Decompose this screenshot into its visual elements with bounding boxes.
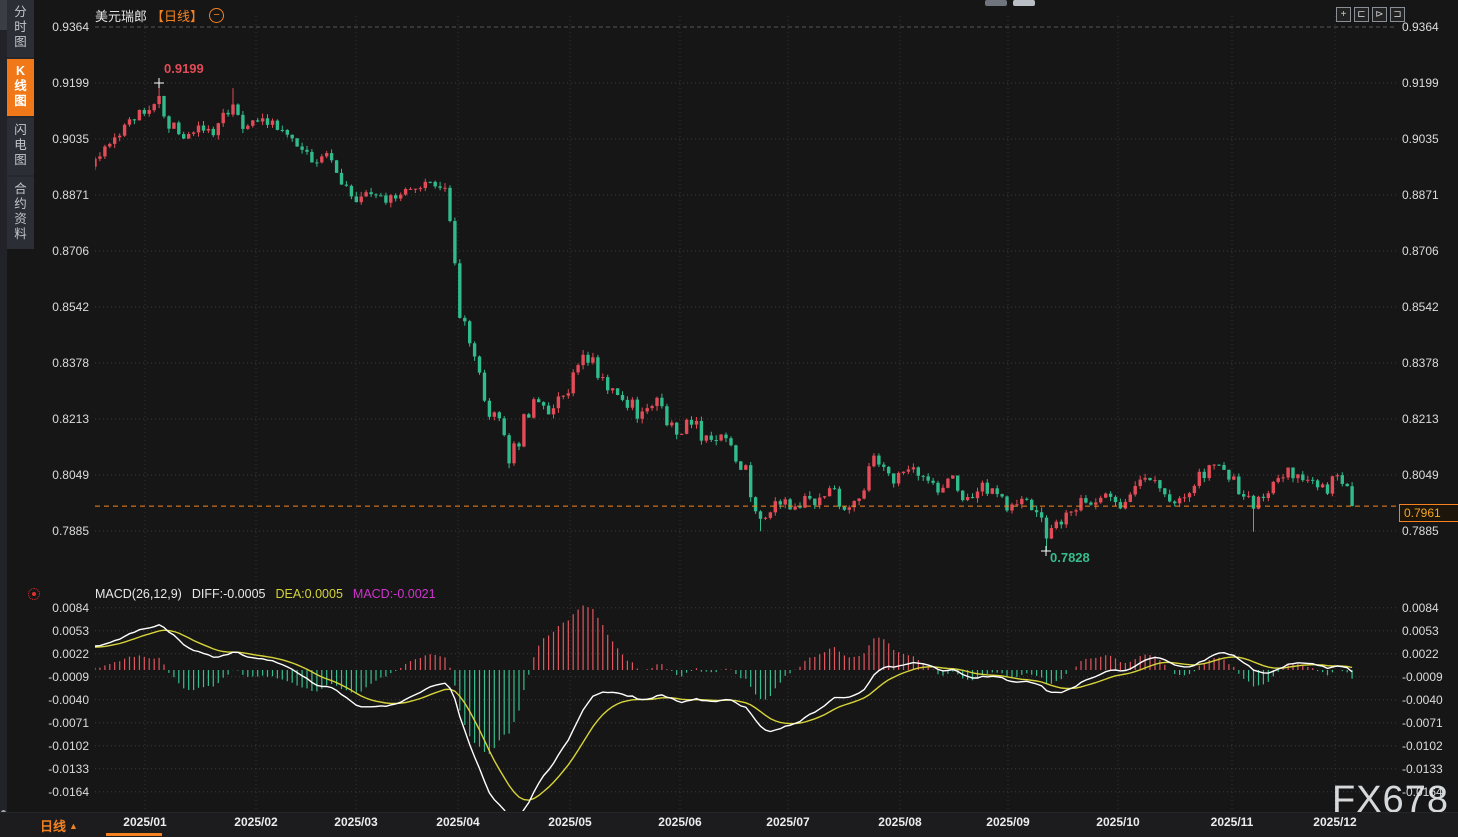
sidebar-item-lightning-chart[interactable]: 闪电图: [7, 118, 34, 175]
sidebar-item-time-chart[interactable]: 分时图: [7, 0, 34, 57]
month-label: 2025/09: [986, 815, 1030, 829]
axis-label: 0.0053: [1402, 623, 1439, 638]
month-label: 2025/08: [878, 815, 922, 829]
window-fragment: [1013, 0, 1035, 6]
axis-label: 0.8213: [52, 412, 89, 426]
axis-label: 0.0022: [1402, 646, 1439, 661]
macd-dea-value: DEA:0.0005: [275, 587, 343, 601]
macd-macd-value: MACD:-0.0021: [352, 587, 436, 601]
month-label: 2025/03: [334, 815, 378, 829]
axis-label: 0.9035: [1402, 132, 1439, 146]
axis-label: 0.8049: [1402, 468, 1439, 482]
axis-label: 0.8213: [1402, 412, 1439, 426]
chevron-up-icon: ▲: [69, 821, 78, 831]
axis-label: 0.7885: [1402, 524, 1439, 538]
axis-label: 0.0084: [52, 600, 89, 615]
axis-label: 0.8871: [52, 188, 89, 202]
axis-label: -0.0133: [48, 761, 89, 776]
month-label: 2025/06: [658, 815, 702, 829]
axis-label: 0.8378: [1402, 356, 1439, 370]
axis-label: -0.0040: [1402, 692, 1443, 707]
axis-label: -0.0133: [1402, 761, 1443, 776]
axis-label: 0.0022: [52, 646, 89, 661]
axis-label: 0.9364: [1402, 20, 1439, 34]
axis-label: 0.0053: [52, 623, 89, 638]
scale-left-icon[interactable]: ⊏: [1354, 7, 1369, 22]
month-label: 2025/05: [548, 815, 592, 829]
last-price-box: 0.7961: [1399, 504, 1458, 522]
axis-label: 0.0084: [1402, 600, 1439, 615]
axis-label: 0.8378: [52, 356, 89, 370]
axis-label: 0.9199: [52, 76, 89, 90]
axis-label: -0.0071: [1402, 715, 1443, 730]
axis-label: -0.0102: [1402, 738, 1443, 753]
left-rail: [0, 0, 7, 836]
month-label: 2025/02: [234, 815, 278, 829]
sidebar-item-contract-info[interactable]: 合约资料: [7, 177, 34, 249]
axis-label: -0.0040: [48, 692, 89, 707]
rail-top-segment: [0, 0, 7, 30]
symbol-title: 美元瑞郎: [95, 8, 148, 24]
macd-settings-icon[interactable]: [28, 588, 40, 600]
sidebar: 分时图 K线图 闪电图 合约资料: [7, 0, 34, 249]
low-price-label: 0.7828: [1050, 550, 1090, 565]
month-label: 2025/11: [1210, 815, 1254, 829]
axis-label: -0.0102: [48, 738, 89, 753]
axis-label: 0.7885: [52, 524, 89, 538]
axis-label: 0.9364: [52, 20, 89, 34]
month-label: 2025/04: [436, 815, 480, 829]
macd-diff-value: DIFF:-0.0005: [191, 587, 266, 601]
month-label: 2025/01: [123, 815, 167, 829]
month-label: 2025/07: [766, 815, 810, 829]
collapse-icon[interactable]: −: [209, 7, 225, 23]
axis-label: 0.8049: [52, 468, 89, 482]
high-price-label: 0.9199: [164, 61, 204, 76]
month-label: 2025/12: [1313, 815, 1357, 829]
chart-header: 美元瑞郎 【日线】 −: [95, 6, 225, 24]
sidebar-item-kline-chart[interactable]: K线图: [7, 59, 34, 116]
axis-label: 0.9199: [1402, 76, 1439, 90]
period-tag: 【日线】: [151, 8, 204, 24]
scale-right-icon[interactable]: ⊐: [1390, 7, 1405, 22]
axis-label: 0.9035: [52, 132, 89, 146]
window-fragment: [985, 0, 1007, 6]
axis-label: -0.0164: [48, 784, 89, 799]
pan-icon[interactable]: +: [1336, 7, 1351, 22]
scale-auto-icon[interactable]: ⊳: [1372, 7, 1387, 22]
axis-label: -0.0164: [1402, 784, 1443, 799]
axis-label: -0.0071: [48, 715, 89, 730]
axis-label: 0.8542: [52, 300, 89, 314]
axis-label: -0.0009: [48, 669, 89, 684]
month-label: 2025/10: [1096, 815, 1140, 829]
bottom-bar: [0, 812, 1458, 837]
axis-label: -0.0009: [1402, 669, 1443, 684]
axis-label: 0.8542: [1402, 300, 1439, 314]
macd-title: MACD(26,12,9): [95, 587, 182, 601]
period-selector[interactable]: 日线 ▲: [40, 819, 78, 834]
axis-label: 0.8706: [52, 244, 89, 258]
axis-label: 0.8706: [1402, 244, 1439, 258]
macd-header: MACD(26,12,9) DIFF:-0.0005 DEA:0.0005 MA…: [95, 587, 436, 601]
horizontal-scrollbar-thumb[interactable]: [106, 833, 162, 836]
chart-toolbar: + ⊏ ⊳ ⊐: [1336, 7, 1405, 22]
axis-label: 0.8871: [1402, 188, 1439, 202]
